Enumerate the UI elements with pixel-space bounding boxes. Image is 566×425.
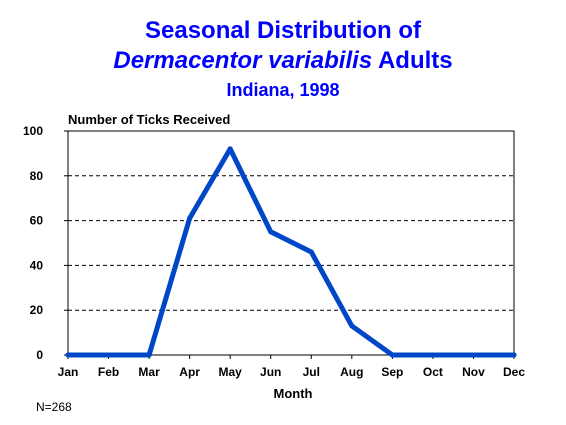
series-line (65, 146, 517, 358)
chart-title: Seasonal Distribution of (144, 17, 422, 44)
y-tick-label: 0 (36, 348, 43, 362)
chart-title-line2: Dermacentor variabilis Adults (0, 46, 566, 76)
data-point (349, 323, 355, 329)
chart-title-suffix: Adults (377, 47, 453, 74)
x-tick-label: Mar (138, 365, 160, 379)
y-tick-label: 40 (30, 258, 44, 272)
data-point (511, 352, 517, 358)
x-tick-label: Jul (303, 365, 320, 379)
data-point (430, 352, 436, 358)
data-point (65, 352, 71, 358)
x-tick-label: Oct (423, 365, 443, 379)
x-tick-label: May (219, 365, 243, 379)
data-point (146, 352, 152, 358)
x-tick-labels: Jan Feb Mar Apr May Jun Jul Aug Sep Oct Nov Dec (58, 365, 526, 379)
plot-frame (67, 130, 515, 356)
y-tick-label: 100 (23, 124, 43, 138)
x-tick-label: Aug (340, 365, 363, 379)
chart-subtitle: Indiana, 1998 (226, 80, 340, 100)
axes (64, 130, 515, 359)
y-tick-label: 80 (30, 169, 44, 183)
y-tick-labels: 0 20 40 60 80 100 (23, 124, 43, 362)
x-tick-label: Feb (98, 365, 119, 379)
data-point (227, 146, 233, 152)
chart-title-species: Dermacentor variabilis (113, 47, 373, 74)
y-tick-label: 20 (30, 303, 44, 317)
data-point (470, 352, 476, 358)
series-lines (65, 146, 517, 358)
chart-title-block: Seasonal Distribution of Dermacentor var… (0, 16, 566, 102)
x-tick-label: Nov (462, 365, 485, 379)
grid-lines (68, 175, 514, 311)
data-point (268, 229, 274, 235)
data-point (308, 249, 314, 255)
x-tick-label: Dec (503, 365, 525, 379)
x-tick-label: Jun (260, 365, 281, 379)
sample-size-note: N=268 (36, 400, 72, 414)
data-point (106, 352, 112, 358)
x-tick-label: Jan (58, 365, 79, 379)
data-point (389, 352, 395, 358)
x-tick-label: Sep (381, 365, 403, 379)
y-axis-label: Number of Ticks Received (68, 112, 230, 127)
data-point (187, 215, 193, 221)
x-tick-label: Apr (179, 365, 200, 379)
y-tick-label: 60 (30, 214, 44, 228)
x-axis-label: Month (274, 386, 313, 401)
